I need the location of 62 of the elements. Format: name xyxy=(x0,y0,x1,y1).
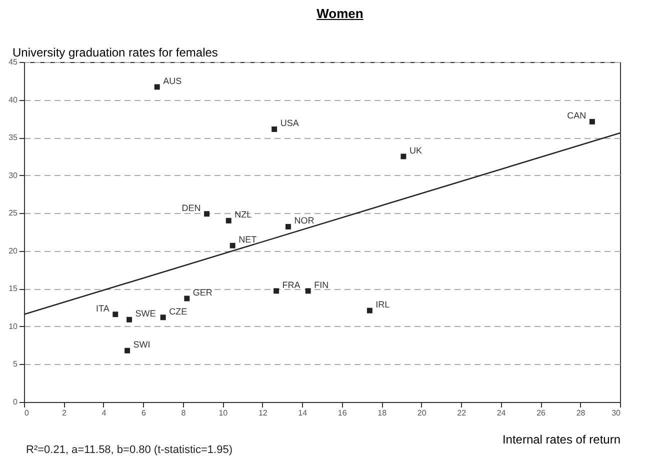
y-tick-label: 5 xyxy=(13,360,18,369)
point xyxy=(160,314,166,320)
x-tick-label: 8 xyxy=(181,408,186,418)
annotation: ITA xyxy=(96,303,110,314)
annotation: SWE xyxy=(135,308,156,319)
point xyxy=(124,348,130,354)
x-tick-label: 14 xyxy=(298,408,308,418)
point xyxy=(226,218,232,224)
x-tick-label: 18 xyxy=(378,408,388,418)
point xyxy=(154,84,160,90)
annotation: AUS xyxy=(163,76,182,86)
x-tick-label: 4 xyxy=(102,408,107,418)
y-tick-label: 25 xyxy=(8,208,18,218)
x-tick-label: 22 xyxy=(457,408,467,418)
point xyxy=(400,154,406,160)
x-tick-label: 10 xyxy=(218,408,228,418)
point xyxy=(366,308,372,314)
y-tick-label: 35 xyxy=(8,133,18,142)
y-tick-label: 20 xyxy=(8,246,18,256)
y-tick-label: 15 xyxy=(8,284,18,294)
text: R²=0.21, a=11.58, b=0.80 (t-statistic=1.95) xyxy=(26,444,232,456)
annotation: CZE xyxy=(169,306,188,316)
annotation: IRL xyxy=(376,300,390,310)
x-tick-label: 26 xyxy=(536,408,546,418)
x-tick-label: 30 xyxy=(612,408,622,418)
point xyxy=(184,296,190,302)
y-tick-label: 10 xyxy=(8,322,18,331)
point xyxy=(285,224,291,230)
x-tick-label: 2 xyxy=(62,408,68,418)
point xyxy=(126,316,132,322)
x-tick-label: 12 xyxy=(258,408,268,418)
x-tick-label: 28 xyxy=(576,408,586,418)
annotation: CAN xyxy=(567,110,586,121)
annotation: GER xyxy=(192,287,213,298)
annotation: FRA xyxy=(282,280,300,290)
point xyxy=(272,126,278,132)
x-tick-label: 0 xyxy=(24,408,30,418)
x-tick-label: 16 xyxy=(338,408,348,418)
point xyxy=(112,312,118,318)
y-axis-title: University graduation rates for females xyxy=(12,46,218,60)
annotation: SWI xyxy=(133,340,150,350)
annotation: NOR xyxy=(294,216,315,226)
point xyxy=(305,288,311,294)
x-tick-label: 20 xyxy=(417,408,427,418)
y-tick-label: 45 xyxy=(8,58,18,66)
point xyxy=(204,211,210,217)
y-tick-label: 0 xyxy=(13,398,18,406)
point xyxy=(589,118,595,124)
annotation: UK xyxy=(409,145,422,156)
x-tick-label: 24 xyxy=(496,408,506,418)
annotation: NZL xyxy=(234,210,252,220)
y-tick-label: 30 xyxy=(8,170,18,180)
point xyxy=(274,288,280,294)
chart-title: Women xyxy=(316,6,364,21)
annotation: NET xyxy=(238,234,258,245)
x-axis-title: Internal rates of return xyxy=(502,432,620,446)
annotation: FIN xyxy=(314,280,329,290)
annotation: USA xyxy=(280,118,299,128)
y-tick-label: 40 xyxy=(8,95,18,104)
point xyxy=(230,242,236,248)
annotation: DEN xyxy=(182,202,201,213)
x-tick-label: 6 xyxy=(141,408,146,418)
